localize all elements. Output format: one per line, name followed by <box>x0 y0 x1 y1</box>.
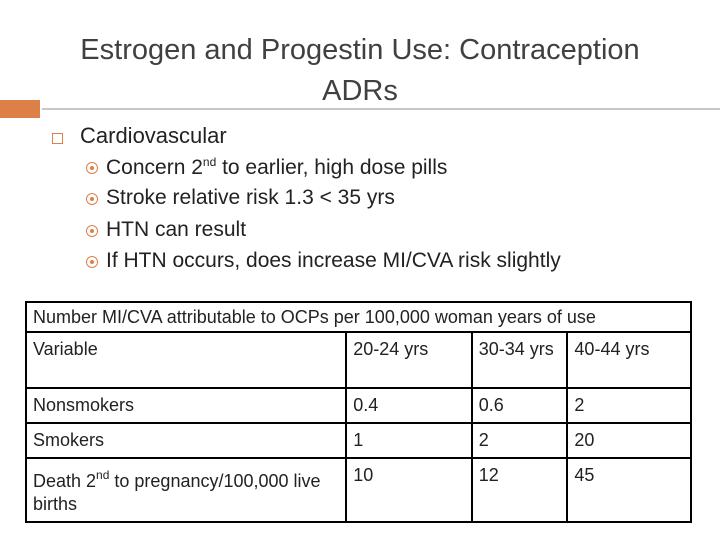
table-row: Death 2nd to pregnancy/100,000 live birt… <box>24 457 692 523</box>
bullet-icon <box>86 256 98 268</box>
column-header: 20-24 yrs <box>345 331 473 389</box>
text: to pregnancy/100,000 live births <box>33 471 321 514</box>
table-cell: 20 <box>566 422 692 459</box>
text: Concern 2 <box>106 156 203 179</box>
table-row: Smokers 1 2 20 <box>24 422 692 459</box>
column-header: 40-44 yrs <box>566 331 692 389</box>
superscript: nd <box>96 468 110 482</box>
table-cell: 0.4 <box>345 387 473 424</box>
table-cell: 10 <box>345 457 473 523</box>
row-label: Death 2nd to pregnancy/100,000 live birt… <box>24 457 348 523</box>
bullet-icon <box>86 162 98 174</box>
table-cell: 45 <box>566 457 692 523</box>
bullet-icon <box>86 225 98 237</box>
text: Nonsmokers <box>33 395 135 415</box>
row-label: Smokers <box>24 422 348 459</box>
table: Number MI/CVA attributable to OCPs per 1… <box>24 301 692 523</box>
text: Smokers <box>33 430 105 450</box>
column-header: Variable <box>24 331 348 389</box>
table-cell: 0.6 <box>470 387 569 424</box>
sub-bullet: Concern 2nd to earlier, high dose pills <box>106 155 447 180</box>
title: Estrogen and Progestin Use: Contraceptio… <box>80 34 640 107</box>
table-cell: 1 <box>345 422 473 459</box>
column-header: 30-34 yrs <box>470 331 569 389</box>
table-caption: Number MI/CVA attributable to OCPs per 1… <box>25 301 692 333</box>
bullet-icon <box>52 133 63 144</box>
sub-bullet: Stroke relative risk 1.3 < 35 yrs <box>106 186 395 209</box>
table-cell: 12 <box>470 457 569 523</box>
title-rule <box>42 108 720 110</box>
table-cell: 2 <box>470 422 569 459</box>
bullet: Cardiovascular <box>80 123 227 148</box>
text: Death 2 <box>33 471 97 491</box>
accent-bar <box>0 100 40 118</box>
superscript: nd <box>202 155 217 169</box>
sub-bullet: HTN can result <box>106 218 247 241</box>
table-row: Nonsmokers 0.4 0.6 2 <box>24 387 692 424</box>
bullet-icon <box>86 193 98 205</box>
row-label: Nonsmokers <box>24 387 348 424</box>
table-cell: 2 <box>566 387 692 424</box>
sub-bullet: If HTN occurs, does increase MI/CVA risk… <box>106 249 561 272</box>
text: to earlier, high dose pills <box>216 156 448 179</box>
